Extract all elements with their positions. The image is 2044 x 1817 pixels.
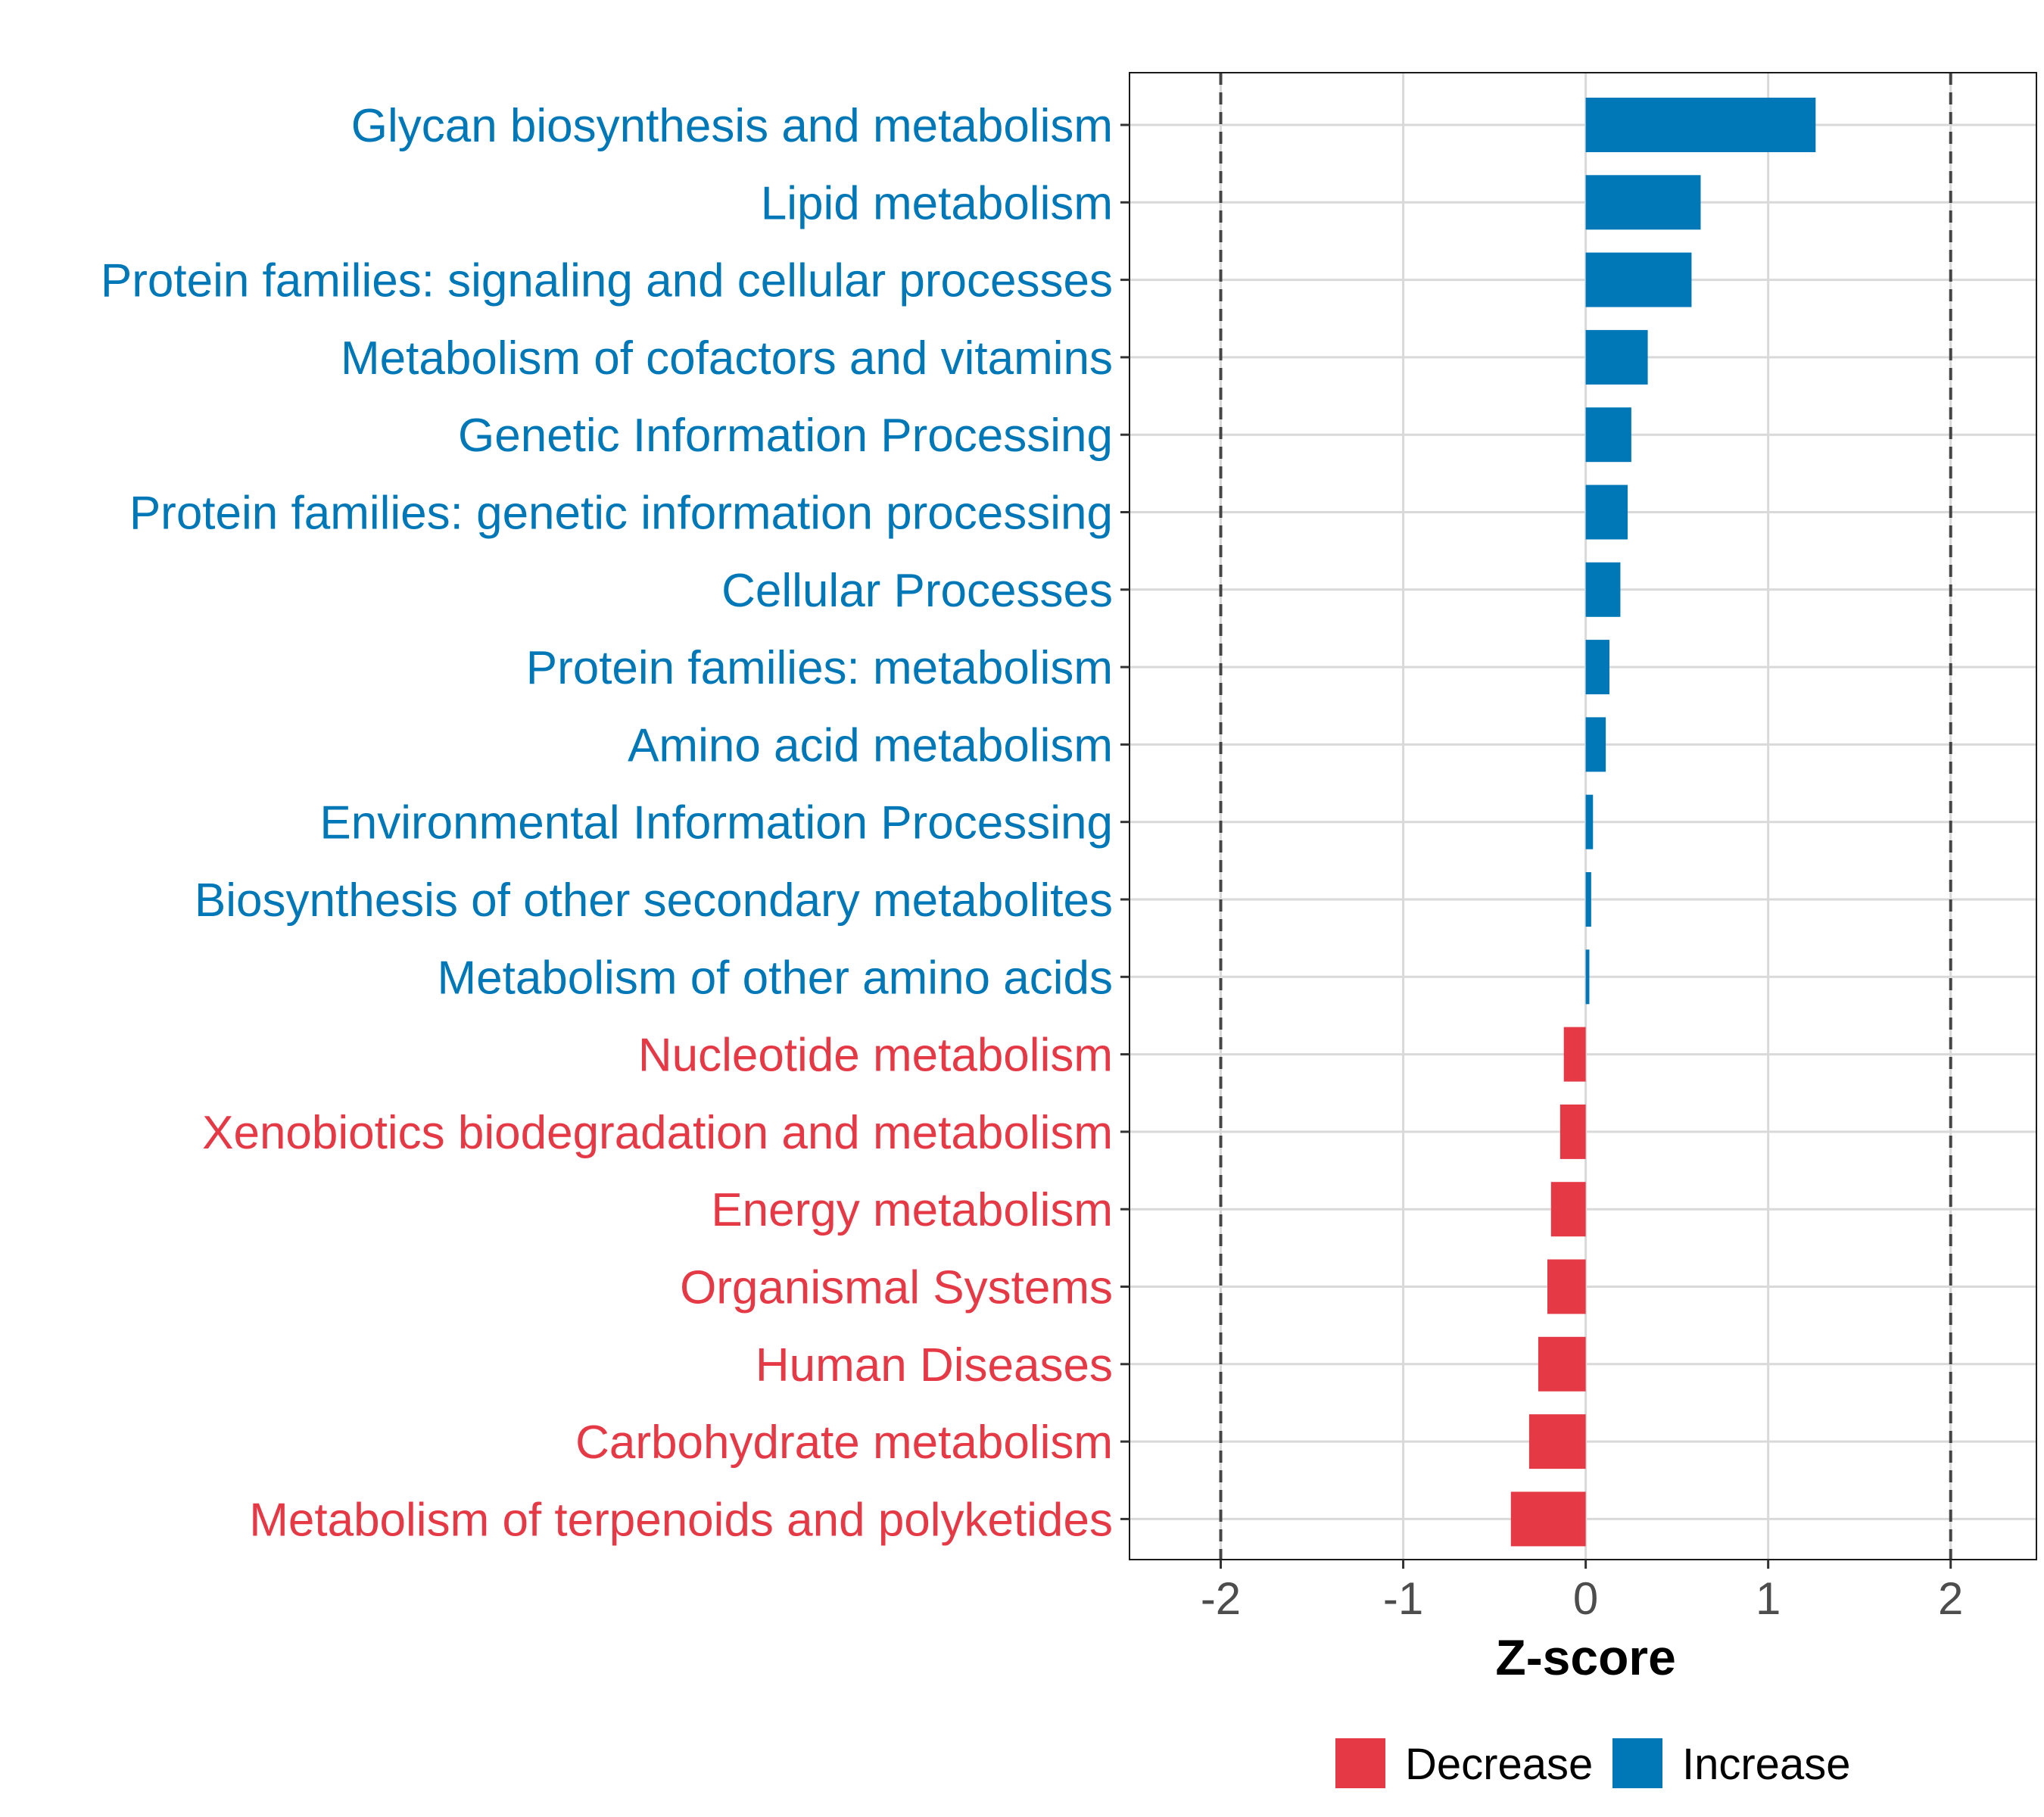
- category-label: Protein families: signaling and cellular…: [101, 255, 1113, 307]
- category-label: Human Diseases: [756, 1339, 1113, 1392]
- y-axis-ticks: [1120, 123, 1129, 1520]
- x-axis-title: Z-score: [1495, 1629, 1675, 1685]
- bar: [1547, 1259, 1586, 1314]
- category-label: Xenobiotics biodegradation and metabolis…: [202, 1107, 1113, 1159]
- category-label: Carbohydrate metabolism: [575, 1417, 1113, 1469]
- category-label: Metabolism of cofactors and vitamins: [341, 332, 1113, 385]
- category-label: Protein families: genetic information pr…: [129, 488, 1113, 540]
- x-tick-label: -1: [1383, 1573, 1423, 1624]
- grid-lines: [1129, 73, 2036, 1560]
- bar: [1585, 717, 1606, 772]
- bar: [1528, 1414, 1586, 1469]
- category-label: Energy metabolism: [711, 1184, 1113, 1236]
- category-label: Genetic Information Processing: [458, 410, 1113, 462]
- category-label: Cellular Processes: [721, 565, 1113, 617]
- plot-panel-border: [1129, 72, 2037, 1560]
- bar: [1585, 640, 1609, 695]
- legend-label-increase: Increase: [1682, 1740, 1850, 1789]
- bar: [1538, 1336, 1586, 1392]
- legend-swatch-increase: [1612, 1738, 1662, 1788]
- bar: [1585, 407, 1631, 463]
- category-label: Nucleotide metabolism: [638, 1030, 1113, 1082]
- x-tick-label: 0: [1573, 1573, 1598, 1624]
- x-tick-label: 2: [1938, 1573, 1963, 1624]
- bar: [1585, 329, 1648, 385]
- category-label: Environmental Information Processing: [319, 797, 1113, 849]
- legend: Decrease Increase: [1335, 1738, 1850, 1789]
- category-label: Metabolism of other amino acids: [437, 952, 1113, 1004]
- bar: [1559, 1104, 1586, 1159]
- category-label: Glycan biosynthesis and metabolism: [351, 100, 1113, 152]
- bar: [1510, 1491, 1586, 1547]
- bar: [1585, 485, 1628, 540]
- bar: [1585, 872, 1591, 927]
- x-axis-ticks: [1220, 1560, 1952, 1569]
- category-labels: Glycan biosynthesis and metabolism Lipid …: [101, 100, 1113, 1546]
- x-tick-label: -2: [1201, 1573, 1241, 1624]
- category-label: Lipid metabolism: [761, 177, 1113, 229]
- bar: [1585, 949, 1590, 1005]
- category-label: Organismal Systems: [680, 1262, 1113, 1314]
- category-label: Amino acid metabolism: [628, 719, 1113, 771]
- bar: [1585, 794, 1594, 849]
- bar: [1585, 562, 1621, 617]
- category-label: Biosynthesis of other secondary metaboli…: [195, 874, 1113, 927]
- bar: [1585, 252, 1692, 307]
- category-label: Protein families: metabolism: [526, 642, 1113, 694]
- bar: [1585, 175, 1701, 230]
- category-label: Metabolism of terpenoids and polyketides: [249, 1494, 1113, 1546]
- x-tick-labels: -2 -1 0 1 2: [1201, 1573, 1964, 1624]
- bar: [1585, 98, 1816, 152]
- bar: [1563, 1027, 1586, 1082]
- bar: [1550, 1182, 1586, 1237]
- bars: [1510, 98, 1816, 1547]
- reference-lines: [1219, 73, 1952, 1560]
- legend-swatch-decrease: [1335, 1738, 1385, 1788]
- legend-label-decrease: Decrease: [1405, 1740, 1593, 1789]
- x-tick-label: 1: [1756, 1573, 1781, 1624]
